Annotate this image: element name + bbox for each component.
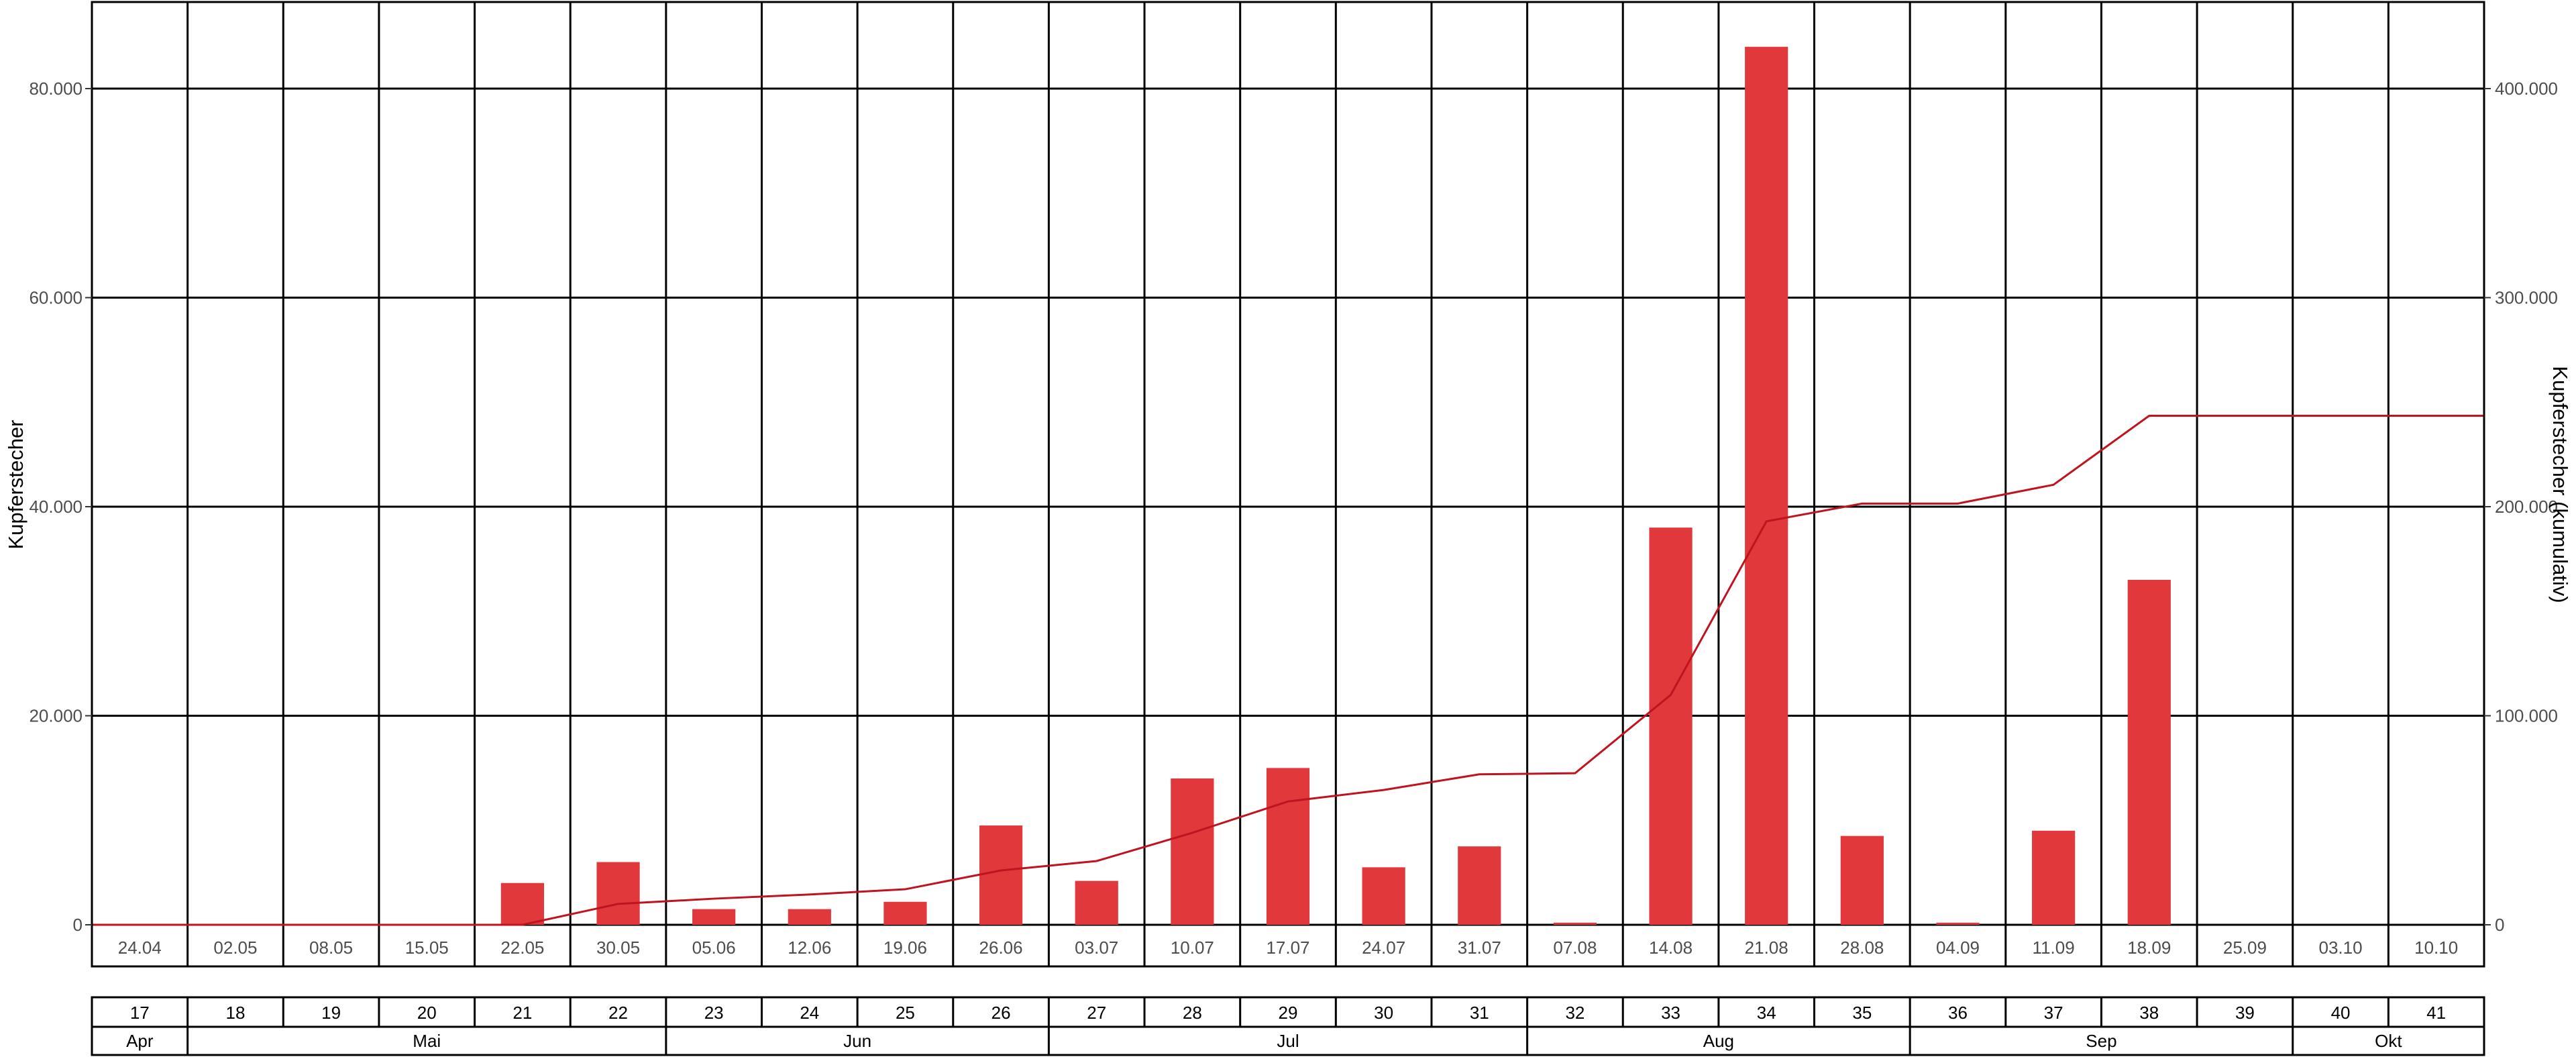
bar [1171, 778, 1214, 925]
date-tick-label: 25.09 [2223, 938, 2267, 958]
right-tick-label: 100.000 [2495, 706, 2558, 726]
date-tick-label: 03.10 [2319, 938, 2363, 958]
cumulative-line [92, 414, 2484, 926]
week-number: 26 [991, 1003, 1011, 1023]
date-axis: 24.04 02.05 08.05 15.05 22.05 30.05 05.06 12.06… [118, 938, 2458, 958]
date-tick-label: 15.05 [405, 938, 449, 958]
date-tick-label: 04.09 [1936, 938, 1980, 958]
cumulative-line-series [92, 414, 2484, 926]
bar [1075, 880, 1118, 925]
date-tick-label: 24.07 [1362, 938, 1405, 958]
bar [500, 883, 544, 925]
month-label: Jul [1277, 1031, 1299, 1051]
week-row: 17 18 19 20 21 22 23 24 25 26 27 28 29 30 31 32 33 34 35 36… [91, 996, 2485, 1028]
date-tick-label: 14.08 [1649, 938, 1693, 958]
right-axis-title: Kupferstecher (kumulativ) [2548, 366, 2572, 603]
week-number: 36 [1948, 1003, 1968, 1023]
date-tick-label: 02.05 [213, 938, 257, 958]
week-number: 33 [1661, 1003, 1680, 1023]
left-axis-title: Kupferstecher [4, 420, 28, 550]
week-number: 37 [2044, 1003, 2063, 1023]
date-tick-label: 17.07 [1266, 938, 1309, 958]
week-number: 19 [321, 1003, 341, 1023]
date-tick-label: 12.06 [788, 938, 831, 958]
left-y-axis: 0 20.000 40.000 60.000 80.000 [29, 79, 92, 935]
week-number: 35 [1852, 1003, 1872, 1023]
date-tick-label: 28.08 [1840, 938, 1884, 958]
right-tick-label: 300.000 [2495, 288, 2558, 308]
bar [1936, 922, 1980, 925]
date-tick-label: 03.07 [1075, 938, 1118, 958]
month-row-border [91, 1025, 2485, 1056]
left-tick-label: 0 [73, 915, 83, 935]
date-tick-label: 08.05 [309, 938, 353, 958]
week-number: 22 [608, 1003, 628, 1023]
date-tick-label: 31.07 [1458, 938, 1501, 958]
date-tick-label: 05.06 [692, 938, 736, 958]
week-number: 29 [1279, 1003, 1298, 1023]
date-tick-label: 10.07 [1171, 938, 1214, 958]
bar [1745, 46, 1788, 925]
date-tick-label: 07.08 [1553, 938, 1597, 958]
week-number: 32 [1565, 1003, 1585, 1023]
bar [2127, 580, 2171, 925]
date-tick-label: 18.09 [2127, 938, 2171, 958]
week-number: 38 [2139, 1003, 2159, 1023]
date-tick-label: 21.08 [1745, 938, 1788, 958]
bar [692, 909, 736, 925]
right-tick-label: 200.000 [2495, 497, 2558, 517]
month-label: Aug [1703, 1031, 1734, 1051]
week-number: 27 [1087, 1003, 1106, 1023]
week-number: 18 [225, 1003, 245, 1023]
week-number: 30 [1374, 1003, 1393, 1023]
plot-border [91, 1, 2485, 968]
month-label: Mai [413, 1031, 441, 1051]
week-number: 25 [896, 1003, 915, 1023]
month-row: Apr Mai Jun Jul Aug Sep Okt [91, 1025, 2485, 1056]
month-label: Okt [2375, 1031, 2402, 1051]
date-tick-label: 11.09 [2033, 938, 2075, 958]
bar [883, 901, 927, 925]
left-tick-label: 60.000 [29, 288, 83, 308]
bar [1266, 768, 1310, 925]
week-number: 28 [1183, 1003, 1202, 1023]
bar [1458, 846, 1501, 925]
month-label: Sep [2086, 1031, 2116, 1051]
right-tick-label: 400.000 [2495, 79, 2558, 99]
date-tick-label: 24.04 [118, 938, 162, 958]
week-number: 23 [704, 1003, 724, 1023]
month-label: Jun [843, 1031, 871, 1051]
bar [788, 909, 831, 925]
right-tick-label: 0 [2495, 915, 2504, 935]
date-tick-label: 10.10 [2414, 938, 2458, 958]
right-y-axis: 0 100.000 200.000 300.000 400.000 [2484, 79, 2558, 935]
bar [1649, 527, 1693, 925]
bar [596, 862, 640, 925]
date-tick-label: 26.06 [979, 938, 1023, 958]
week-number: 41 [2426, 1003, 2446, 1023]
week-number: 39 [2235, 1003, 2255, 1023]
bar [1362, 867, 1405, 925]
left-tick-label: 80.000 [29, 79, 83, 99]
date-tick-label: 22.05 [500, 938, 544, 958]
bar [1840, 836, 1884, 925]
month-label: Apr [126, 1031, 154, 1051]
week-number: 24 [800, 1003, 819, 1023]
bar [979, 825, 1023, 925]
week-number: 21 [513, 1003, 532, 1023]
bar-series [500, 46, 2171, 925]
week-number: 31 [1470, 1003, 1489, 1023]
week-number: 20 [417, 1003, 437, 1023]
date-tick-label: 19.06 [883, 938, 927, 958]
week-number: 40 [2331, 1003, 2351, 1023]
bar [1553, 922, 1597, 925]
date-tick-label: 30.05 [596, 938, 640, 958]
plot-frame [91, 1, 2485, 968]
week-number: 17 [130, 1003, 150, 1023]
left-tick-label: 20.000 [29, 706, 83, 726]
left-tick-label: 40.000 [29, 497, 83, 517]
week-number: 34 [1757, 1003, 1776, 1023]
bar [2032, 830, 2076, 925]
